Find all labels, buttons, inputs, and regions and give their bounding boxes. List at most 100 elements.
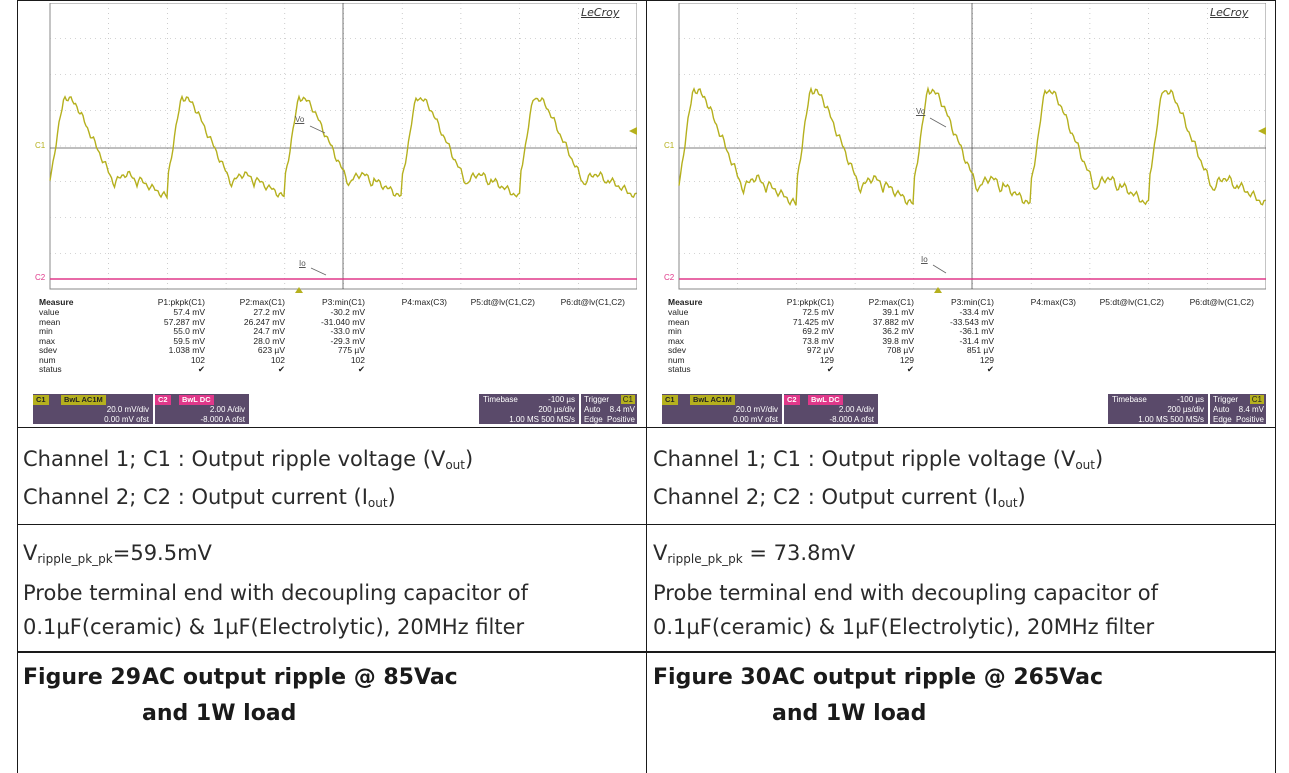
- timebase-box-left[interactable]: Timebase -100 µs 200 µs/div 1.00 MS 500 …: [479, 394, 579, 424]
- ch1-badge: BwL AC1M: [61, 395, 106, 405]
- legend-ch1-right: Channel 1; C1 : Output ripple voltage (V…: [653, 447, 1104, 472]
- ch1-offset: 0.00 mV ofst: [104, 415, 149, 424]
- ch1-settings-left[interactable]: C1 BwL AC1M 20.0 mV/div 0.00 mV ofst: [33, 394, 153, 424]
- measure-cell-p3: -30.2 mV: [330, 307, 366, 317]
- measure-cell-p1: 972 µV: [806, 345, 834, 355]
- timebase-div: 200 µs/div: [538, 405, 575, 414]
- vo-label: Vo: [916, 107, 926, 116]
- ch1-scale: 20.0 mV/div: [106, 405, 149, 414]
- measure-cell-p2: 623 µV: [257, 345, 285, 355]
- ch2-settings-right[interactable]: C2 BwL DC 2.00 A/div -8.000 A ofst: [784, 394, 878, 424]
- legend-ch2-left: Channel 2; C2 : Output current (Iout): [23, 485, 396, 510]
- measure-cell-p2: 129: [899, 354, 914, 365]
- measure-cell-p3: -31.040 mV: [321, 316, 365, 327]
- trigger-mode: Auto: [584, 405, 601, 414]
- waveform-plot-left: [49, 3, 637, 293]
- measure-cell-p3: -36.1 mV: [959, 326, 995, 336]
- measure-cell-p1: 129: [819, 354, 834, 365]
- measure-cell-p2: 26.247 mV: [243, 316, 285, 327]
- trigger-box-left[interactable]: Trigger C1 Auto 8.4 mV Edge Positive: [581, 394, 637, 424]
- measure-cell-p1: 55.0 mV: [173, 326, 205, 336]
- timebase-rate: 1.00 MS 500 MS/s: [1138, 415, 1204, 424]
- measure-cell-p3: 102: [350, 354, 365, 365]
- ch1-offset: 0.00 mV ofst: [733, 415, 778, 424]
- measure-cell-p2: 39.1 mV: [882, 307, 914, 317]
- measure-cell-p1: 73.8 mV: [802, 335, 834, 346]
- measure-cell-p3: -29.3 mV: [330, 335, 366, 346]
- measure-row-label: mean: [39, 316, 61, 327]
- table-border-left: [17, 0, 18, 773]
- c2-marker: C2: [35, 273, 46, 282]
- ch2-tag: C2: [155, 395, 171, 405]
- trigger-channel: C1: [620, 395, 635, 404]
- document-table: LeCroy C1 C2 Vo Io Measure P1:pkpk(C1) P…: [17, 0, 1276, 773]
- measure-cell-p1: 59.5 mV: [173, 335, 205, 346]
- measure-row-label: sdev: [668, 345, 686, 355]
- measure-cell-p2: 37.882 mV: [872, 316, 914, 327]
- timebase-label: Timebase: [1112, 395, 1147, 404]
- measure-cell-p2: 708 µV: [886, 345, 914, 355]
- measure-row-label: status: [668, 364, 691, 374]
- trigger-type: Edge: [584, 415, 603, 424]
- timebase-rate: 1.00 MS 500 MS/s: [509, 415, 575, 424]
- figure-number: Figure 30: [653, 665, 772, 690]
- oscilloscope-screenshot-right: LeCroy C1 C2 Vo Io Measure P1:pkpk(C1) P…: [662, 3, 1266, 424]
- measure-table-right: Measure P1:pkpk(C1) P2:max(C1) P3:min(C1…: [662, 297, 1266, 424]
- c1-trace: [49, 94, 637, 201]
- ch1-tag: C1: [33, 395, 49, 405]
- probe-note-line2-right: 0.1µF(ceramic) & 1µF(Electrolytic), 20MH…: [653, 615, 1155, 639]
- measure-cell-p1: 71.425 mV: [792, 316, 834, 327]
- timebase-box-right[interactable]: Timebase -100 µs 200 µs/div 1.00 MS 500 …: [1108, 394, 1208, 424]
- ch2-settings-left[interactable]: C2 BwL DC 2.00 A/div -8.000 A ofst: [155, 394, 249, 424]
- table-border-right: [1275, 0, 1276, 773]
- trigger-level: 8.4 mV: [609, 405, 635, 414]
- ch1-badge: BwL AC1M: [690, 395, 735, 405]
- waveform-plot-right: [678, 3, 1266, 293]
- row-divider-2: [17, 524, 1276, 525]
- trigger-label: Trigger: [1213, 395, 1239, 404]
- measure-cell-p3: ✔: [357, 364, 365, 374]
- trigger-level: 8.4 mV: [1238, 405, 1264, 414]
- measure-row-label: min: [39, 326, 53, 336]
- lecroy-logo: LeCroy: [1210, 6, 1249, 19]
- measure-col-p1: P1:pkpk(C1): [786, 297, 834, 307]
- measure-row-label: value: [39, 307, 60, 317]
- measure-col-p2: P2:max(C1): [239, 297, 285, 307]
- measure-col-p3: P3:min(C1): [951, 297, 994, 307]
- trigger-mode: Auto: [1213, 405, 1230, 414]
- ch2-offset: -8.000 A ofst: [829, 415, 874, 424]
- measure-cell-p2: 28.0 mV: [253, 335, 285, 346]
- measure-cell-p2: ✔: [277, 364, 285, 374]
- row-divider-3: [17, 651, 1276, 653]
- ch1-tag: C1: [662, 395, 678, 405]
- ch1-scale: 20.0 mV/div: [735, 405, 778, 414]
- measure-col-p6: P6:dt@lv(C1,C2): [1189, 297, 1254, 307]
- c2-marker: C2: [664, 273, 675, 282]
- measure-col-p4: P4:max(C3): [401, 297, 447, 307]
- timebase-delay: -100 µs: [548, 395, 575, 404]
- trigger-box-right[interactable]: Trigger C1 Auto 8.4 mV Edge Positive: [1210, 394, 1266, 424]
- measure-cell-p2: 39.8 mV: [882, 335, 914, 346]
- timebase-delay: -100 µs: [1177, 395, 1204, 404]
- measure-cell-p2: 24.7 mV: [253, 326, 285, 336]
- timebase-label: Timebase: [483, 395, 518, 404]
- measure-cell-p2: 27.2 mV: [253, 307, 285, 317]
- measure-cell-p2: ✔: [906, 364, 914, 374]
- ch1-settings-right[interactable]: C1 BwL AC1M 20.0 mV/div 0.00 mV ofst: [662, 394, 782, 424]
- measure-cell-p1: 1.038 mV: [168, 345, 205, 355]
- measure-cell-p1: 102: [190, 354, 205, 365]
- c1-marker: C1: [664, 141, 675, 150]
- measure-cell-p3: -33.0 mV: [330, 326, 366, 336]
- ch2-scale: 2.00 A/div: [209, 405, 245, 414]
- measure-cell-p3: -33.4 mV: [959, 307, 995, 317]
- measure-col-p1: P1:pkpk(C1): [157, 297, 205, 307]
- vo-label: Vo: [295, 115, 305, 124]
- measure-cell-p1: 72.5 mV: [802, 307, 834, 317]
- measure-cell-p1: 57.4 mV: [173, 307, 205, 317]
- trigger-label: Trigger: [584, 395, 610, 404]
- legend-ch1-left: Channel 1; C1 : Output ripple voltage (V…: [23, 447, 474, 472]
- ripple-value-left: Vripple_pk_pk=59.5mV: [23, 541, 212, 566]
- table-border-mid: [646, 0, 647, 773]
- measure-cell-p3: -33.543 mV: [950, 316, 994, 327]
- measure-col-p2: P2:max(C1): [868, 297, 914, 307]
